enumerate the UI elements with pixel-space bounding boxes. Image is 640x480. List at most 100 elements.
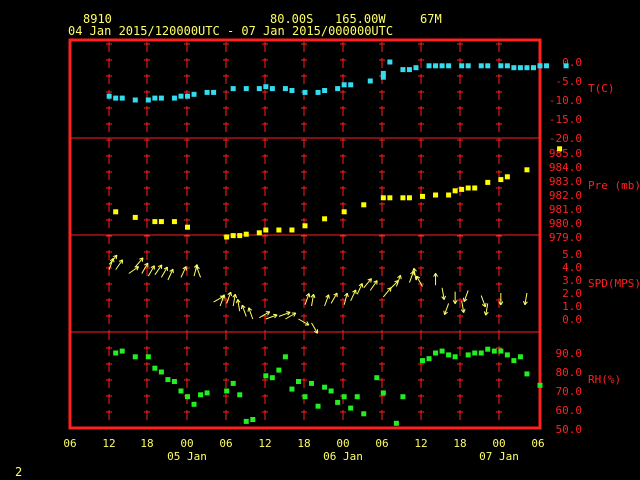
wind-arrow-head [141,257,144,262]
wind-arrow-shaft [395,275,401,287]
wind-arrow [134,257,144,268]
rh-point [511,358,517,364]
pressure-point [132,214,138,220]
rh-point [289,386,295,392]
temperature-point [302,89,308,95]
temperature-point [446,63,452,69]
temperature-point [185,93,190,99]
wind-arrow [416,275,423,287]
wind-arrow [462,290,469,303]
rh-point [171,379,177,384]
temperature-point [132,97,138,103]
temperature-point [211,89,217,95]
wind-arrow-head [313,294,316,299]
wind-arrow-head [310,293,314,298]
y-tick-label: 984.0 [549,161,582,174]
pressure-point [380,195,386,201]
wind-arrow [363,278,372,289]
y-tick-label: 80.0 [556,366,583,379]
plot-frame [68,38,542,430]
y-tick-label: 2.0 [562,287,582,300]
temperature-point [485,63,491,69]
x-tick-label: 12 [258,437,271,450]
wind-arrow-head [416,275,421,279]
wind-arrow-head [454,299,458,304]
pressure-point [361,202,367,208]
time-range: 04 Jan 2015/120000UTC - 07 Jan 2015/0000… [68,24,394,38]
wind-arrow-head [344,292,348,297]
y-tick-label: 90.0 [556,347,583,360]
rh-point [433,350,439,356]
wind-arrow-shaft [389,280,399,290]
pressure-point [498,177,504,183]
wind-arrow-head [394,280,399,283]
pressure-point [224,234,230,240]
temperature-point [263,84,269,90]
wind-arrow [310,293,316,307]
wind-arrow-head [443,310,445,315]
temperature-point [380,74,386,80]
temperature-point [341,82,347,88]
rh-point [230,380,236,386]
rh-point [361,411,367,417]
temperature-point [517,65,523,71]
wind-arrow-head [370,278,372,283]
pressure-point [302,223,308,229]
wind-arrow-head [115,255,118,260]
wind-arrow-head [352,289,357,293]
wind-arrow-head [444,311,448,316]
wind-arrow-shaft [304,293,310,305]
wind-arrow [235,299,241,312]
wind-arrow [167,268,174,281]
wind-arrow [441,287,447,300]
pressure-point [152,219,158,225]
temperature-point [544,63,550,69]
rh-point [276,367,282,373]
wind-arrow-head [139,257,144,260]
wind-arrow [356,283,364,295]
y-tick-label: -20.0 [549,132,582,145]
wind-arrow-head [182,266,187,270]
pressure-point [557,146,563,152]
temperature-point [269,86,275,92]
temperature-point [439,63,445,69]
rh-point [243,418,249,424]
wind-arrow-shaft [350,289,357,302]
y-tick-label: 3.0 [562,274,582,287]
pressure-point [243,231,249,237]
rh-point [237,392,243,398]
rh-point [158,369,164,375]
wind-arrow-shaft [356,283,363,295]
wind-arrow [259,311,271,319]
temperature-point [158,95,164,101]
temperature-point [204,89,210,95]
x-day-label: 05 Jan [167,450,207,463]
y-tick-label: 60.0 [556,404,583,417]
pressure-point [420,193,425,199]
wind-arrow-shaft [115,259,123,270]
temperature-point [426,63,432,69]
pressure-point [452,188,458,194]
wind-arrow-head [241,304,246,309]
pressure-point [230,233,236,239]
wind-arrow [523,292,528,306]
wind-arrow [443,303,450,316]
temperature-point [119,95,125,101]
rh-point [348,405,354,411]
wind-arrow [304,293,311,305]
y-tick-label: 70.0 [556,385,583,398]
wind-arrow-head [223,294,226,299]
wind-arrow-head [328,294,330,299]
pressure-point [341,209,347,215]
wind-arrow [452,291,458,304]
wind-arrow-head [144,262,149,266]
temperature-point [524,65,530,71]
y-tick-label: 982.0 [549,189,582,202]
rh-point [426,356,432,362]
y-tick-label: 0.0 [562,313,582,326]
x-tick-label: 06 [531,437,544,450]
rh-point [420,358,425,364]
wind-arrow-head [240,305,243,310]
temperature-point [413,65,419,71]
